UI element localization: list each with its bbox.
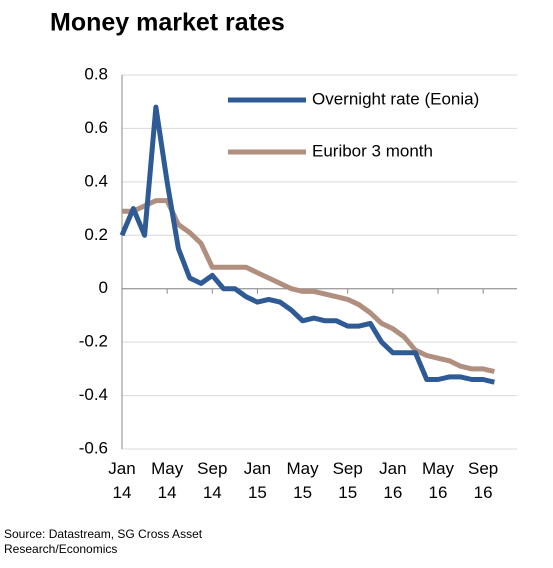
x-tick-label: Sep 14 — [197, 459, 227, 502]
series-line — [119, 104, 495, 385]
x-tick-part: Jan — [108, 459, 135, 478]
x-tick-part: May — [151, 459, 184, 478]
x-tick-label: May 15 — [287, 459, 320, 502]
x-tick-label: May 16 — [422, 459, 455, 502]
x-tick-part: Sep — [333, 459, 363, 478]
source-line: Source: Datastream, SG Cross Asset — [4, 527, 203, 541]
x-tick-part: 16 — [474, 483, 493, 502]
series-line — [122, 198, 495, 374]
y-tick-label: 0 — [99, 278, 108, 297]
x-tick-label: May 14 — [151, 459, 184, 502]
y-tick-label: -0.6 — [79, 438, 108, 457]
legend-label: Euribor 3 month — [312, 141, 433, 160]
x-tick-part: 15 — [293, 483, 312, 502]
x-tick-part: 14 — [113, 483, 132, 502]
x-tick-part: May — [422, 459, 455, 478]
source-line: Research/Economics — [4, 542, 117, 556]
y-tick-label: 0.6 — [84, 118, 108, 137]
x-tick-part: 16 — [429, 483, 448, 502]
x-tick-label: Sep 15 — [333, 459, 363, 502]
x-tick-part: 15 — [248, 483, 267, 502]
x-tick-part: Sep — [197, 459, 227, 478]
x-tick-part: Sep — [468, 459, 498, 478]
y-tick-label: 0.8 — [84, 64, 108, 83]
x-tick-part: 14 — [203, 483, 222, 502]
y-tick-label: -0.2 — [79, 332, 108, 351]
x-tick-part: Jan — [244, 459, 271, 478]
chart-title: Money market rates — [50, 9, 285, 37]
x-tick-label: Jan 16 — [379, 459, 406, 502]
x-tick-label: Jan 15 — [244, 459, 271, 502]
x-tick-part: 15 — [338, 483, 357, 502]
x-tick-label: Sep 16 — [468, 459, 498, 502]
y-tick-label: -0.4 — [79, 385, 108, 404]
source: Source: Datastream, SG Cross Asset Resear… — [4, 527, 203, 556]
x-tick-part: 14 — [158, 483, 177, 502]
y-tick-label: 0.2 — [84, 225, 108, 244]
legend-label: Overnight rate (Eonia) — [312, 89, 479, 108]
x-tick-part: 16 — [383, 483, 402, 502]
x-tick-part: Jan — [379, 459, 406, 478]
y-tick-label: 0.4 — [84, 171, 108, 190]
x-tick-part: May — [287, 459, 320, 478]
x-tick-label: Jan 14 — [108, 459, 135, 502]
